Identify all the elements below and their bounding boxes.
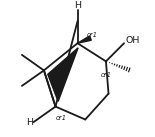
Text: H: H [74, 1, 81, 10]
Text: OH: OH [125, 36, 140, 45]
Polygon shape [48, 48, 78, 101]
Text: or1: or1 [86, 32, 97, 38]
Text: H: H [27, 118, 33, 127]
Polygon shape [78, 36, 91, 43]
Text: or1: or1 [56, 115, 67, 121]
Text: or1: or1 [101, 72, 112, 78]
